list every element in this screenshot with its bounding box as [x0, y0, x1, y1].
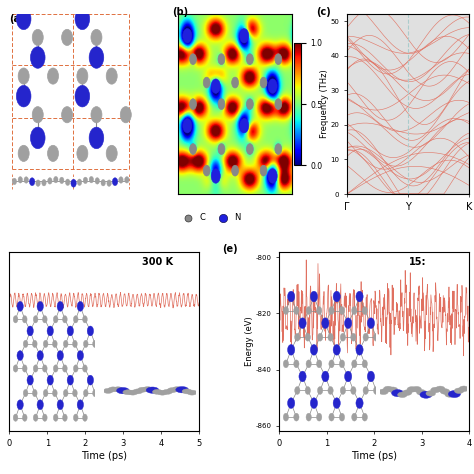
Circle shape — [18, 68, 29, 84]
Circle shape — [183, 28, 192, 43]
Circle shape — [83, 177, 88, 183]
Circle shape — [16, 8, 31, 30]
Circle shape — [218, 54, 225, 64]
Circle shape — [54, 176, 58, 183]
Circle shape — [218, 99, 225, 109]
X-axis label: Time (ps): Time (ps) — [82, 451, 128, 461]
Circle shape — [119, 177, 123, 183]
Circle shape — [240, 118, 249, 133]
Circle shape — [32, 29, 43, 46]
Circle shape — [275, 99, 282, 109]
Circle shape — [77, 146, 88, 162]
Circle shape — [268, 169, 277, 183]
Text: 300 K: 300 K — [143, 257, 173, 267]
Y-axis label: Frequency (THz): Frequency (THz) — [320, 70, 329, 138]
Circle shape — [75, 8, 90, 30]
Circle shape — [275, 54, 282, 64]
Circle shape — [203, 165, 210, 176]
Circle shape — [60, 177, 64, 183]
Circle shape — [91, 29, 102, 46]
Circle shape — [71, 179, 76, 187]
Circle shape — [32, 107, 43, 123]
Circle shape — [77, 179, 82, 185]
Circle shape — [36, 180, 40, 186]
Circle shape — [47, 146, 58, 162]
Circle shape — [246, 99, 253, 109]
Circle shape — [240, 28, 249, 43]
Circle shape — [260, 77, 267, 88]
Circle shape — [112, 178, 118, 186]
Circle shape — [75, 85, 90, 107]
Circle shape — [30, 127, 45, 149]
Y-axis label: Energy (eV): Energy (eV) — [245, 317, 254, 366]
Circle shape — [190, 144, 196, 155]
Circle shape — [89, 127, 104, 149]
Circle shape — [246, 144, 253, 155]
Circle shape — [211, 79, 220, 93]
X-axis label: Time (ps): Time (ps) — [351, 451, 397, 461]
Legend: C, N: C, N — [177, 210, 244, 226]
Circle shape — [101, 180, 105, 186]
Circle shape — [95, 178, 100, 184]
Circle shape — [62, 29, 73, 46]
Circle shape — [62, 107, 73, 123]
Circle shape — [65, 179, 70, 185]
Text: 15:: 15: — [409, 257, 426, 267]
Text: (c): (c) — [317, 7, 331, 17]
Circle shape — [246, 54, 253, 64]
Circle shape — [260, 165, 267, 176]
Circle shape — [42, 180, 46, 186]
Circle shape — [107, 180, 111, 186]
Circle shape — [125, 177, 129, 183]
Circle shape — [203, 77, 210, 88]
Circle shape — [268, 79, 277, 93]
Circle shape — [218, 144, 225, 155]
Text: (b): (b) — [173, 7, 189, 17]
Circle shape — [89, 176, 93, 183]
Circle shape — [190, 54, 196, 64]
Circle shape — [91, 107, 102, 123]
Circle shape — [16, 85, 31, 107]
Circle shape — [211, 169, 220, 183]
Circle shape — [106, 146, 117, 162]
Circle shape — [47, 68, 58, 84]
Circle shape — [190, 99, 196, 109]
Circle shape — [48, 178, 52, 184]
Circle shape — [18, 177, 22, 183]
Circle shape — [89, 47, 104, 68]
Circle shape — [232, 165, 238, 176]
Circle shape — [77, 68, 88, 84]
Circle shape — [29, 178, 35, 186]
Circle shape — [30, 47, 45, 68]
Circle shape — [106, 68, 117, 84]
Circle shape — [24, 177, 28, 183]
Circle shape — [18, 146, 29, 162]
Circle shape — [12, 178, 17, 185]
Text: (e): (e) — [222, 245, 238, 255]
Circle shape — [232, 77, 238, 88]
Text: (a): (a) — [9, 14, 25, 24]
Circle shape — [275, 144, 282, 155]
Circle shape — [120, 107, 131, 123]
Circle shape — [183, 118, 192, 133]
